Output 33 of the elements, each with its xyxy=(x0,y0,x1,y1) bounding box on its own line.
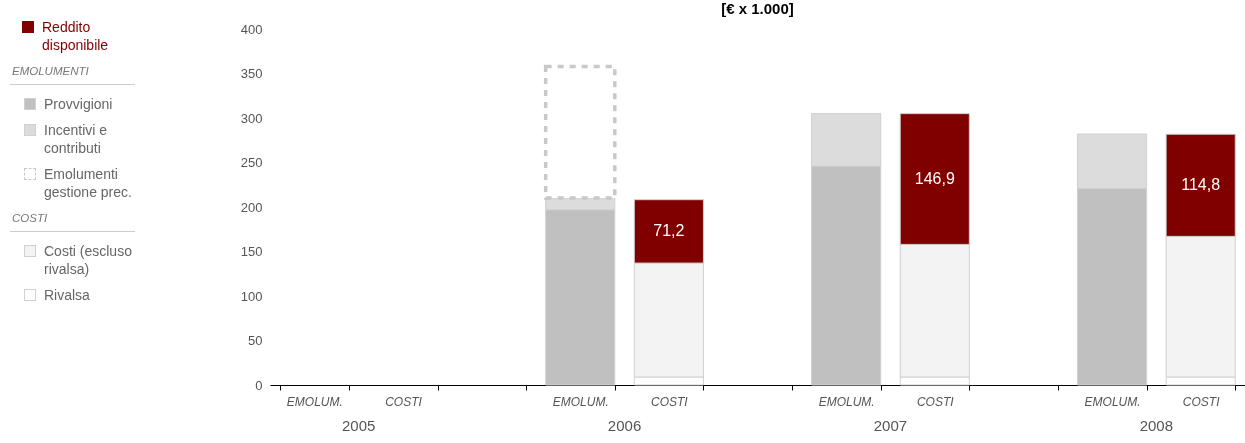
text: 2006 xyxy=(607,417,642,434)
y-tick-label: 200 xyxy=(240,199,263,215)
y-tick-label: 250 xyxy=(240,155,263,170)
y-tick-label: 150 xyxy=(240,244,263,259)
y-tick-label: 0 xyxy=(255,377,263,393)
legend-label: Provvigioni xyxy=(44,95,113,113)
text: EMOLUMENTI xyxy=(10,62,135,85)
x-tick-label: EMOLUM. xyxy=(818,394,875,409)
legend-label: Incentivi e contributi xyxy=(44,121,109,157)
legend-label: Reddito disponibile xyxy=(42,18,110,54)
data-label: 71,2 xyxy=(653,222,685,240)
data-label: 114,8 xyxy=(1181,176,1221,194)
text: 2008 xyxy=(1139,417,1174,434)
chart-title: [€ x 1.000] xyxy=(721,0,794,17)
x-tick-label: EMOLUM. xyxy=(1084,394,1141,409)
legend-label: Costi (escluso rivalsa) xyxy=(44,242,133,278)
legend-label: Rivalsa xyxy=(44,286,90,304)
legend-label: Emolumenti gestione prec. xyxy=(44,165,133,201)
x-tick-label: COSTI xyxy=(385,394,423,409)
data-label: 146,9 xyxy=(914,170,955,188)
y-tick-label: 400 xyxy=(240,21,263,37)
x-tick-label: COSTI xyxy=(916,394,955,409)
x-tick-label: EMOLUM. xyxy=(552,394,609,409)
text: 2005 xyxy=(341,417,376,434)
text: COSTI xyxy=(10,209,135,232)
x-tick-label: EMOLUM. xyxy=(286,394,343,409)
y-tick-label: 300 xyxy=(240,110,263,126)
text: 2007 xyxy=(873,417,908,434)
x-tick-label: COSTI xyxy=(1182,394,1221,409)
x-tick-label: COSTI xyxy=(651,394,689,409)
y-tick-label: 50 xyxy=(248,333,263,348)
y-tick-label: 350 xyxy=(240,66,263,81)
y-tick-label: 100 xyxy=(240,288,263,304)
